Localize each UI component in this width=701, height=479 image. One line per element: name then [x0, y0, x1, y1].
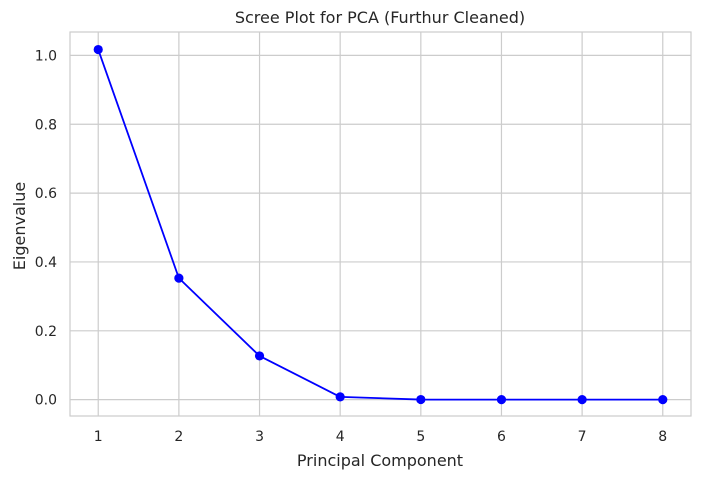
eigenvalue-point: [93, 44, 103, 55]
y-tick-label: 0.0: [35, 393, 57, 409]
eigenvalue-point: [254, 351, 265, 361]
eigenvalue-point: [496, 395, 507, 405]
plot-area-frame: [69, 31, 692, 417]
eigenvalue-line: [97, 49, 663, 401]
x-tick-label: 8: [658, 429, 667, 445]
eigenvalue-point: [658, 395, 668, 405]
y-tick-label: 1.0: [35, 48, 57, 64]
x-tick-label: 6: [497, 429, 506, 445]
y-tick-label: 0.4: [35, 255, 57, 271]
eigenvalue-point: [174, 273, 184, 283]
y-tick-labels: 0.0 0.2 0.4 0.6 0.8 1.0: [35, 48, 57, 408]
x-tick-label: 5: [416, 429, 425, 445]
eigenvalue-point: [335, 392, 345, 402]
x-tick-labels: 1 2 3 4 5 6 7 8: [94, 429, 667, 445]
y-tick-label: 0.2: [35, 324, 57, 340]
y-tick-label: 0.6: [35, 186, 57, 202]
y-tick-label: 0.8: [35, 117, 57, 133]
grid: [70, 32, 691, 416]
series: [93, 44, 668, 405]
x-tick-label: 2: [174, 429, 183, 445]
y-axis-label: Eigenvalue: [10, 182, 29, 270]
x-tick-label: 7: [578, 429, 587, 445]
x-tick-label: 3: [255, 429, 264, 445]
eigenvalue-point: [577, 395, 587, 405]
x-tick-label: 4: [336, 429, 345, 445]
chart-title: Scree Plot for PCA (Furthur Cleaned): [235, 8, 525, 27]
x-axis-label: Principal Component: [297, 451, 463, 470]
x-tick-label: 1: [94, 429, 103, 445]
eigenvalue-point: [416, 394, 426, 405]
